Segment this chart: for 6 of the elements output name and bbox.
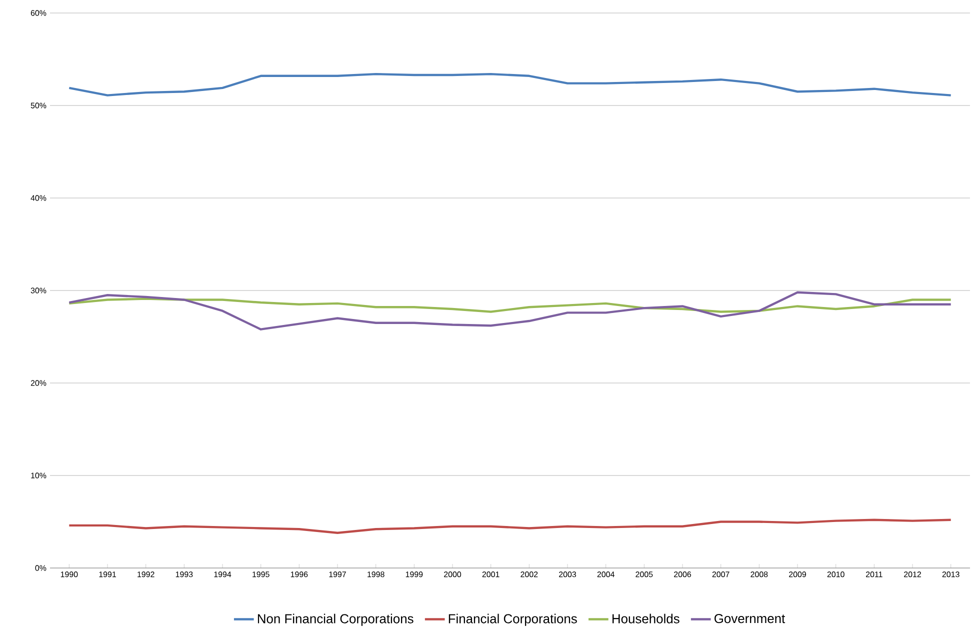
legend-label: Households [612, 614, 680, 624]
line-series [68, 518, 952, 534]
line-series [68, 298, 952, 313]
legend-label: Government [714, 614, 786, 624]
legend-label: Non Financial Corporations [258, 614, 414, 626]
legend-label: Financial Corporations [448, 614, 577, 626]
